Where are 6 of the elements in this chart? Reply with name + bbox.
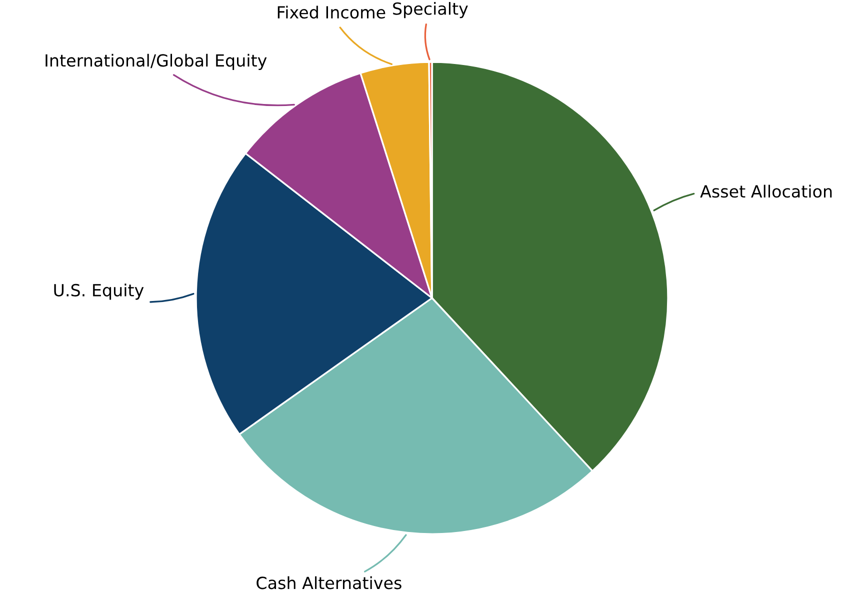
slice-label: Specialty [393, 2, 468, 18]
slice-label: International/Global Equity [46, 54, 267, 70]
slice-label: Fixed Income [278, 6, 386, 19]
slice-label: U.S. Equity [54, 284, 144, 300]
slice-label: Asset Allocation [700, 184, 832, 198]
slice-label: Cash Alternatives [256, 576, 402, 590]
